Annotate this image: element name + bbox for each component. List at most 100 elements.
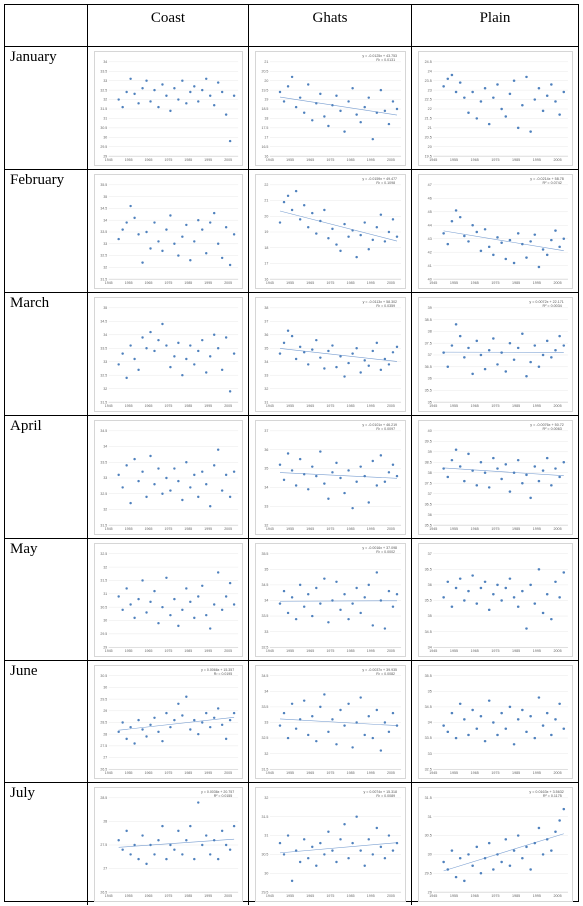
data-point — [525, 374, 528, 378]
y-tick-label: 31.5 — [100, 523, 107, 527]
y-tick-label: 37 — [264, 429, 268, 433]
x-tick-label: 1955 — [286, 527, 294, 531]
x-tick-label: 1945 — [429, 404, 437, 408]
x-tick-label: 1975 — [491, 894, 499, 898]
y-tick-label: 33 — [103, 360, 107, 364]
x-tick-label: 1965 — [471, 158, 479, 162]
data-point — [228, 718, 232, 722]
data-point — [391, 605, 395, 608]
data-point — [121, 848, 124, 851]
x-tick-label: 2005 — [224, 158, 232, 162]
x-tick-label: 1955 — [450, 158, 458, 162]
x-tick-label: 1945 — [105, 404, 113, 408]
data-point — [161, 83, 164, 86]
y-tick-label: 20 — [264, 214, 268, 218]
scatter-chart-march-coast: 35 34.5 34 33.5 33 32.5 32 31.5 1945 1955 1965 1975… — [94, 297, 243, 412]
data-point — [355, 113, 358, 116]
data-point — [516, 458, 520, 462]
y-tick-label: 34 — [103, 445, 107, 449]
data-point — [121, 105, 124, 109]
data-point — [290, 469, 294, 472]
y-tick-label: 36 — [428, 513, 432, 517]
data-point — [541, 248, 545, 251]
x-tick-label: 1965 — [145, 281, 153, 285]
data-point — [298, 718, 302, 721]
trend-line — [118, 716, 235, 731]
cell-june-plain: 35.5 35 34.5 34 33.5 33 32.5 1945 1955 1965 1975 19… — [412, 661, 578, 783]
data-point — [278, 724, 282, 727]
data-point — [278, 221, 282, 224]
y-tick-label: 31.5 — [261, 767, 268, 771]
data-point — [286, 85, 290, 88]
x-tick-label: 1985 — [512, 771, 520, 775]
x-tick-label: 1995 — [533, 771, 541, 775]
data-point — [446, 242, 450, 246]
data-point — [117, 595, 120, 598]
data-point — [450, 605, 454, 608]
y-tick-label: 34 — [264, 360, 268, 364]
data-point — [185, 839, 188, 842]
x-tick-label: 1955 — [125, 404, 133, 408]
x-tick-label: 1945 — [266, 894, 274, 898]
data-point — [545, 593, 549, 596]
data-point — [311, 465, 314, 468]
data-point — [487, 608, 491, 612]
data-point — [351, 87, 354, 90]
data-point — [387, 834, 391, 837]
row-label-april: April — [5, 416, 88, 539]
data-point — [327, 349, 330, 353]
data-point — [212, 839, 216, 842]
trend-equation: y = -0.0101x + 46.219 — [362, 423, 397, 427]
data-point — [315, 586, 318, 590]
x-tick-label: 1975 — [165, 158, 173, 162]
data-point — [471, 90, 474, 94]
y-tick-label: 40 — [428, 277, 432, 281]
data-point — [331, 103, 334, 107]
y-tick-label: 35.5 — [100, 183, 107, 187]
data-point — [512, 849, 516, 852]
data-point — [496, 733, 499, 737]
data-point — [496, 236, 499, 239]
data-point — [537, 265, 541, 269]
data-point — [516, 346, 520, 350]
data-point — [355, 347, 358, 350]
x-tick-label: 1995 — [204, 281, 212, 285]
data-point — [541, 109, 545, 113]
x-tick-label: 1955 — [450, 649, 458, 653]
data-point — [125, 829, 128, 833]
y-tick-label: 44 — [428, 223, 432, 227]
data-point — [442, 351, 445, 354]
data-point — [537, 479, 541, 483]
data-point — [541, 611, 545, 615]
data-point — [339, 109, 342, 113]
data-point — [294, 849, 298, 852]
cell-july-ghats: 32 31.5 31 30.5 30 29.5 1945 1955 1965 1975 1985 19… — [249, 783, 412, 905]
data-point — [375, 826, 379, 830]
data-point — [550, 83, 553, 86]
trend-equation: y = -0.0016x + 37.098 — [362, 546, 397, 550]
cell-january-coast: 34 33.5 33 32.5 32 31.5 31 30.5 30 29.5 29 1945 1955… — [88, 47, 249, 170]
data-point — [133, 742, 136, 745]
cell-february-ghats: 22 21 20 19 18 17 16 1945 1955 1965 1975 1985 1995 20… — [249, 170, 412, 293]
data-point — [508, 705, 512, 709]
data-point — [137, 233, 140, 236]
data-point — [282, 853, 286, 856]
y-tick-label: 36 — [428, 377, 432, 381]
data-point — [232, 603, 236, 606]
trend-line — [279, 842, 398, 854]
y-tick-label: 18 — [264, 246, 268, 250]
x-tick-label: 2005 — [553, 158, 561, 162]
data-point — [149, 723, 152, 727]
x-tick-label: 1945 — [105, 649, 113, 653]
y-tick-label: 32 — [103, 508, 107, 512]
x-tick-label: 1985 — [347, 404, 355, 408]
data-point — [395, 841, 399, 845]
x-tick-label: 2005 — [553, 894, 561, 898]
data-point — [185, 357, 188, 361]
data-point — [483, 87, 487, 90]
data-point — [492, 593, 495, 596]
scatter-chart-july-ghats: 32 31.5 31 30.5 30 29.5 1945 1955 1965 1975 1985 19… — [255, 787, 406, 902]
data-point — [512, 471, 516, 474]
data-point — [529, 715, 532, 718]
data-point — [339, 608, 342, 612]
